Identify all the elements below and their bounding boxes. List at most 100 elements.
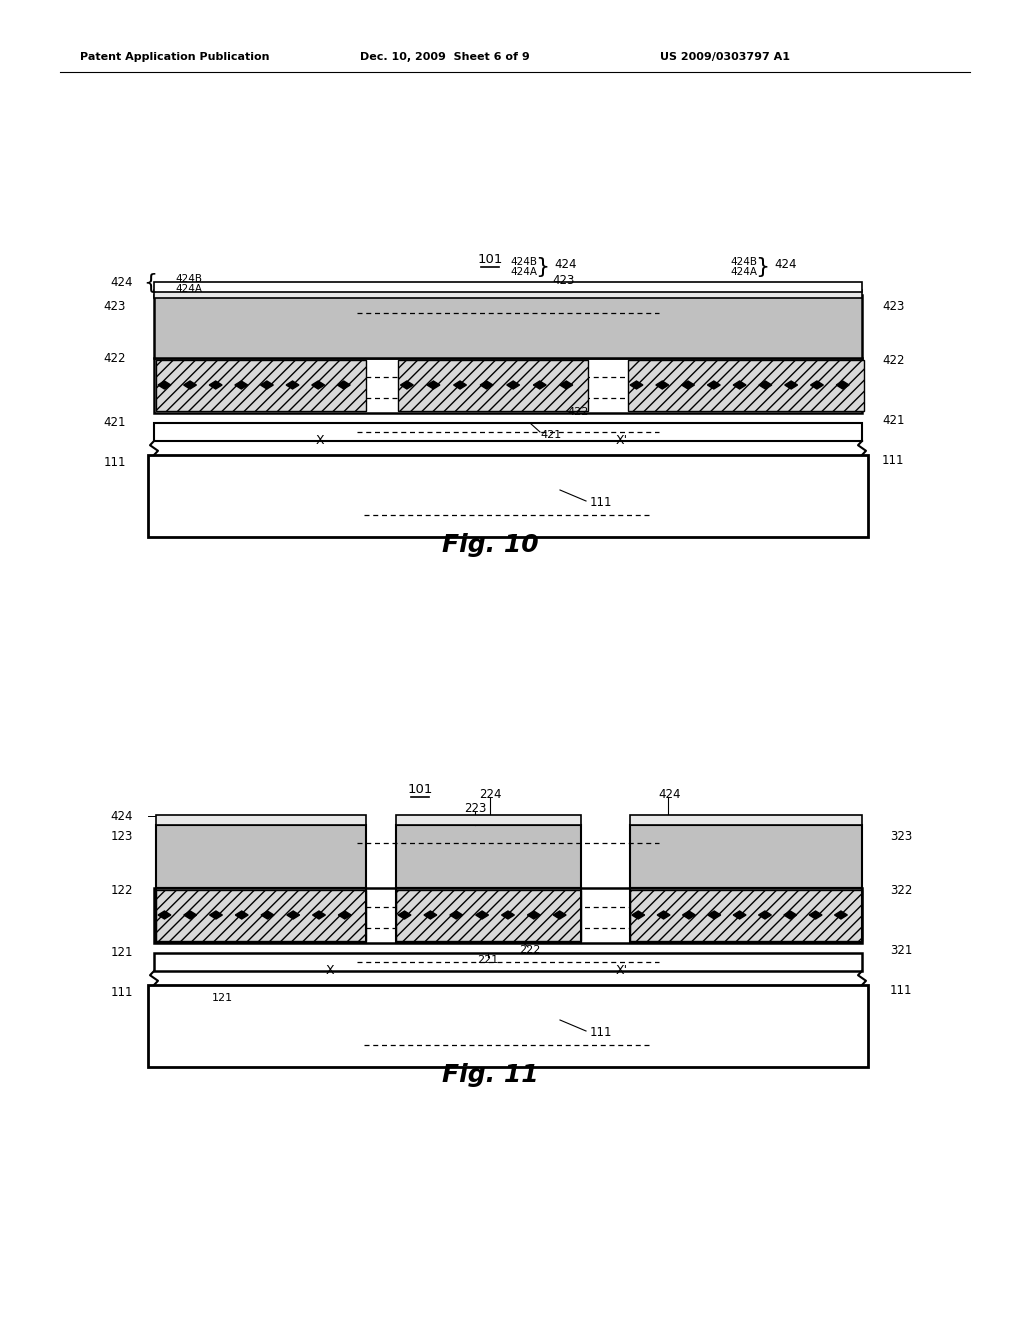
Bar [154, 953, 862, 972]
Bar [148, 985, 868, 1067]
Polygon shape [236, 911, 248, 919]
Bar [154, 294, 862, 358]
Polygon shape [454, 381, 466, 389]
Polygon shape [400, 381, 414, 389]
Text: 122: 122 [111, 883, 133, 896]
Text: 222: 222 [519, 945, 541, 954]
Polygon shape [759, 911, 771, 919]
Text: 424: 424 [658, 788, 681, 800]
Text: }: } [535, 257, 549, 277]
Bar [398, 360, 588, 411]
Text: 224: 224 [479, 788, 502, 800]
Bar [630, 888, 862, 942]
Text: 423: 423 [882, 301, 904, 314]
Polygon shape [427, 381, 440, 389]
Text: 424B: 424B [175, 275, 202, 284]
Polygon shape [260, 381, 273, 389]
Text: Fig. 10: Fig. 10 [441, 533, 539, 557]
Polygon shape [507, 381, 519, 389]
Polygon shape [337, 381, 350, 389]
Bar [154, 290, 862, 298]
Bar [156, 825, 366, 888]
Text: 321: 321 [890, 944, 912, 957]
Polygon shape [398, 911, 411, 919]
Text: 422: 422 [103, 351, 126, 364]
Polygon shape [632, 911, 645, 919]
Polygon shape [837, 381, 849, 389]
Text: 421: 421 [103, 416, 126, 429]
Text: 101: 101 [408, 783, 433, 796]
Polygon shape [184, 911, 197, 919]
Bar [156, 814, 366, 825]
Bar [154, 282, 862, 292]
Text: 111: 111 [590, 1027, 612, 1040]
Text: X': X' [616, 433, 628, 446]
Text: 422: 422 [882, 354, 904, 367]
Text: 111: 111 [111, 986, 133, 998]
Polygon shape [811, 381, 823, 389]
Text: 421: 421 [882, 413, 904, 426]
Text: 111: 111 [590, 496, 612, 510]
Text: 424B: 424B [510, 257, 537, 267]
Text: 424B: 424B [730, 257, 757, 267]
Text: 221: 221 [477, 954, 499, 965]
Text: 121: 121 [211, 993, 232, 1003]
Polygon shape [502, 911, 514, 919]
Polygon shape [209, 381, 222, 389]
Polygon shape [809, 911, 822, 919]
Text: 423: 423 [552, 273, 574, 286]
Polygon shape [560, 381, 572, 389]
Text: 422: 422 [567, 407, 589, 417]
Text: 424: 424 [111, 276, 133, 289]
Text: 424: 424 [774, 257, 797, 271]
Polygon shape [450, 911, 463, 919]
Text: X: X [326, 964, 334, 977]
Bar [396, 825, 581, 888]
Bar [156, 890, 366, 941]
Text: 424: 424 [554, 257, 577, 271]
Polygon shape [261, 911, 273, 919]
Polygon shape [476, 911, 488, 919]
Text: 423: 423 [103, 301, 126, 314]
Text: Dec. 10, 2009  Sheet 6 of 9: Dec. 10, 2009 Sheet 6 of 9 [360, 51, 529, 62]
Polygon shape [708, 381, 720, 389]
Text: 424A: 424A [510, 267, 537, 277]
Text: Patent Application Publication: Patent Application Publication [80, 51, 269, 62]
Polygon shape [480, 381, 493, 389]
Bar [630, 825, 862, 888]
Polygon shape [234, 381, 248, 389]
Polygon shape [210, 911, 222, 919]
Polygon shape [183, 381, 197, 389]
Polygon shape [733, 381, 746, 389]
Text: {: { [143, 273, 157, 293]
Bar [148, 455, 868, 537]
Polygon shape [630, 381, 643, 389]
Bar [156, 360, 366, 411]
Text: 223: 223 [464, 801, 486, 814]
Bar [630, 814, 862, 825]
Text: 111: 111 [103, 455, 126, 469]
Bar [630, 890, 862, 941]
Text: 323: 323 [890, 830, 912, 843]
Polygon shape [682, 381, 694, 389]
Bar [396, 890, 581, 941]
Bar [154, 422, 862, 441]
Text: 424A: 424A [730, 267, 757, 277]
Text: 111: 111 [890, 983, 912, 997]
Polygon shape [759, 381, 772, 389]
Polygon shape [312, 911, 326, 919]
Text: X': X' [616, 964, 628, 977]
Polygon shape [287, 911, 300, 919]
Polygon shape [657, 911, 670, 919]
Text: 424A: 424A [175, 284, 202, 294]
Polygon shape [158, 381, 171, 389]
Text: }: } [755, 257, 769, 277]
Text: 121: 121 [111, 945, 133, 958]
Bar [154, 358, 862, 413]
Polygon shape [783, 911, 797, 919]
Bar [628, 360, 864, 411]
Polygon shape [708, 911, 721, 919]
Bar [154, 888, 862, 942]
Text: 111: 111 [882, 454, 904, 466]
Text: US 2009/0303797 A1: US 2009/0303797 A1 [660, 51, 790, 62]
